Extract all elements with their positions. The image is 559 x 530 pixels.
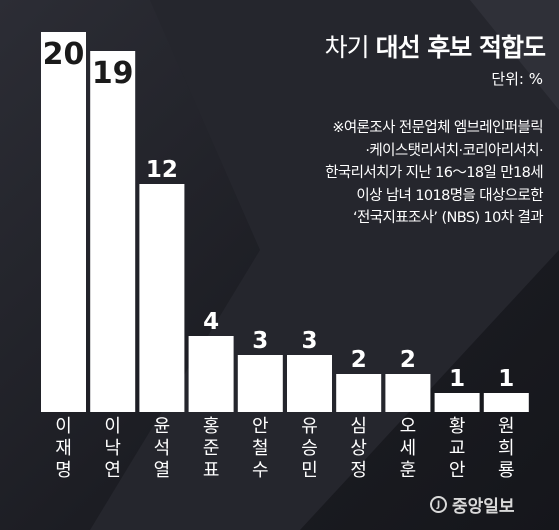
category-label-char: 연 <box>104 460 121 481</box>
bar-이낙연 <box>90 51 136 412</box>
category-label-char: 준 <box>203 438 220 459</box>
category-label-char: 룡 <box>498 460 515 481</box>
value-label: 3 <box>252 328 268 354</box>
category-label-char: 낙 <box>104 438 121 459</box>
category-label-char: 안 <box>252 416 269 437</box>
category-label-char: 이 <box>55 416 72 437</box>
unit-label: 단위: % <box>491 70 543 88</box>
category-label-char: 안 <box>449 460 466 481</box>
background-stripe <box>380 0 559 110</box>
source-note-line: 한국리서치가 지난 16～18일 만18세 <box>325 165 543 181</box>
value-label: 2 <box>400 347 416 373</box>
source-note-line: ‘전국지표조사’ (NBS) 10차 결과 <box>352 210 544 226</box>
logo-j-icon: J <box>430 496 447 513</box>
bar-황교안 <box>434 393 480 412</box>
category-label-char: 교 <box>449 438 466 459</box>
category-label-char: 이 <box>104 416 121 437</box>
category-label-char: 희 <box>498 438 515 459</box>
source-note-line: 이상 남녀 1018명을 대상으로한 <box>356 187 543 204</box>
category-label-char: 홍 <box>203 416 220 437</box>
value-label: 2 <box>351 347 367 373</box>
title-light: 차기 <box>324 33 376 62</box>
category-label-char: 승 <box>301 438 318 459</box>
bar-윤석열 <box>139 184 185 412</box>
source-note-line: ※여론조사 전문업체 엠브레인퍼블릭 <box>332 120 543 136</box>
publisher-logo: J 중앙일보 <box>430 492 515 517</box>
category-label-char: 훈 <box>400 460 417 481</box>
value-label: 4 <box>203 309 219 335</box>
chart-title: 차기 대선 후보 적합도 <box>324 28 546 64</box>
category-label-char: 석 <box>154 438 171 459</box>
title-bold: 대선 후보 적합도 <box>375 33 546 62</box>
category-label-char: 철 <box>252 438 269 459</box>
value-label: 12 <box>146 157 178 183</box>
value-label: 1 <box>449 366 465 392</box>
logo-text: 중앙일보 <box>452 497 515 517</box>
category-label-char: 원 <box>498 416 515 437</box>
bar-오세훈 <box>385 374 431 412</box>
category-label-char: 황 <box>449 416 466 437</box>
bar-원희룡 <box>483 393 529 412</box>
source-note-line: ·케이스탯리서치·코리아리서치· <box>365 142 543 159</box>
value-label: 3 <box>301 328 317 354</box>
category-label-char: 세 <box>400 438 417 459</box>
bar-홍준표 <box>188 336 234 412</box>
category-label-char: 수 <box>252 460 269 481</box>
category-label-char: 재 <box>55 438 72 459</box>
category-label-char: 유 <box>301 416 318 437</box>
category-label-char: 윤 <box>154 416 171 437</box>
bar-안철수 <box>237 355 283 412</box>
bar-이재명 <box>41 32 86 412</box>
category-label-char: 정 <box>350 460 367 481</box>
category-label-char: 상 <box>350 438 367 459</box>
value-label: 19 <box>92 56 134 91</box>
bar-유승민 <box>287 355 332 412</box>
category-label-char: 심 <box>350 416 367 437</box>
value-label: 20 <box>43 37 85 72</box>
category-label-char: 열 <box>154 460 171 481</box>
bar-심상정 <box>336 374 382 412</box>
category-label-char: 표 <box>203 460 220 481</box>
value-label: 1 <box>498 366 514 392</box>
category-label-char: 오 <box>400 416 417 437</box>
source-note: ※여론조사 전문업체 엠브레인퍼블릭 ·케이스탯리서치·코리아리서치· 한국리서… <box>253 117 543 230</box>
category-label-char: 명 <box>55 460 72 481</box>
category-label-char: 민 <box>301 460 318 481</box>
